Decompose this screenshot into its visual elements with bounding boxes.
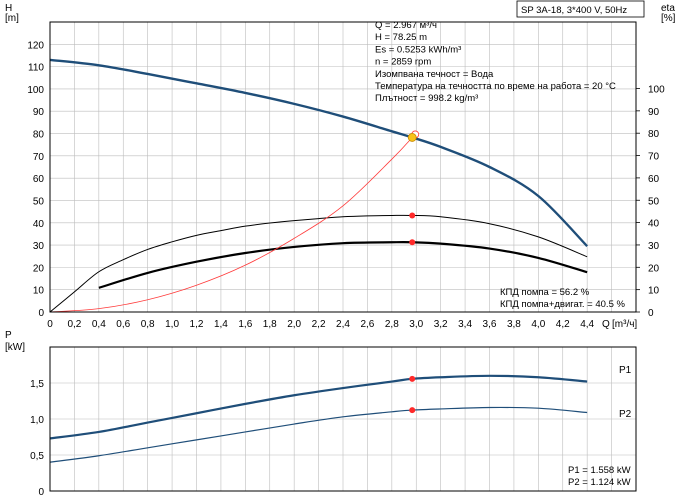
x-tick-label: 1,6: [238, 319, 252, 330]
p-tick-label: 0: [38, 487, 44, 498]
y-tick-label: 20: [33, 263, 45, 274]
power-line: P1 = 1.558 kW: [568, 465, 631, 476]
x-tick-label: 3,0: [409, 319, 423, 330]
y2-tick-label: 10: [648, 286, 660, 297]
y-tick-label: 120: [27, 40, 44, 51]
info-line: H = 78.25 m: [375, 32, 427, 43]
x-axis-label: Q: [602, 319, 610, 330]
y2-tick-label: 30: [648, 241, 660, 252]
y-tick-label: 60: [33, 174, 45, 185]
bottom-plot-frame: [49, 346, 637, 492]
p-tick-label: 1,5: [30, 379, 44, 390]
y2-tick-label: 40: [648, 219, 660, 230]
bottom-y-axis-label: P: [5, 330, 12, 341]
x-tick-label: 2,6: [360, 319, 374, 330]
top-grid: 0 0,2 0,4 0,6 0,8 1,0 1,2 1,4 1,6 1,8 2,0 2,2 2,4 2,6…: [27, 22, 665, 330]
x-tick-label: 1,4: [214, 319, 228, 330]
series-label: P2: [619, 409, 632, 420]
y-tick-label: 40: [33, 219, 45, 230]
p-tick-label: 0,5: [30, 451, 44, 462]
series-label: P1: [619, 365, 632, 376]
duty-point-H: [407, 133, 417, 142]
series-eta_pump-line: [49, 214, 588, 313]
x-tick-label: 0: [47, 319, 53, 330]
subtitle-box: [516, 0, 645, 18]
x-tick-label: 2,0: [287, 319, 301, 330]
x-tick-label: 4,4: [580, 319, 594, 330]
y-tick-label: 80: [33, 130, 45, 141]
x-axis-unit: [m³/ч]: [612, 319, 637, 330]
x-tick-label: 2,8: [385, 319, 399, 330]
info-line: Изомпвана течност = Вода: [375, 69, 494, 80]
y2-tick-label: 0: [648, 308, 654, 319]
x-tick-label: 3,8: [507, 319, 521, 330]
y-tick-label: 10: [33, 286, 45, 297]
y2-tick-label: 80: [648, 129, 660, 140]
top-plot-frame: [49, 21, 637, 313]
y2-axis-unit: [%]: [661, 13, 676, 24]
bottom-y-axis-unit: [kW]: [5, 342, 25, 353]
info-line: Q = 2.967 м³/ч: [375, 20, 437, 31]
y-tick-label: 90: [33, 107, 45, 118]
x-tick-label: 4,0: [531, 319, 545, 330]
efficiency-line: КПД помпа+двигат. = 40.5 %: [500, 299, 625, 310]
y2-tick-label: 60: [648, 174, 660, 185]
x-tick-label: 3,4: [458, 319, 472, 330]
x-tick-label: 0,4: [92, 319, 106, 330]
info-line: Температура на течността по време на раб…: [375, 81, 616, 92]
duty-point-eta-total: [409, 239, 416, 246]
y-tick-label: 70: [33, 152, 45, 163]
y-axis-unit: [m]: [5, 13, 19, 24]
duty-point-eta-pump: [409, 212, 416, 219]
series-P2-line: [49, 406, 588, 463]
series-eta_total-line: [98, 241, 588, 289]
power-line: P2 = 1.124 kW: [568, 477, 631, 488]
chart-subtitle: SP 3A-18, 3*400 V, 50Hz: [521, 5, 627, 16]
p-tick-label: 1,0: [30, 415, 44, 426]
series-H-line: [49, 58, 589, 248]
x-tick-label: 1,2: [190, 319, 204, 330]
duty-points: [407, 130, 420, 414]
x-tick-label: 0,8: [141, 319, 155, 330]
y2-tick-label: 100: [648, 85, 665, 96]
curves: P1 P2: [49, 58, 632, 463]
info-line: Плътност = 998.2 kg/m³: [375, 93, 478, 104]
y-tick-label: 50: [33, 196, 45, 207]
x-tick-label: 1,8: [263, 319, 277, 330]
y-tick-label: 110: [28, 63, 44, 74]
y2-tick-label: 70: [648, 152, 660, 163]
y2-tick-label: 20: [648, 263, 660, 274]
info-line: n = 2859 rpm: [375, 57, 431, 68]
duty-point-P1: [409, 375, 416, 382]
y-axis-label: H: [5, 3, 12, 14]
duty-point-P2: [409, 407, 416, 414]
series-system-line: [49, 132, 417, 313]
y-tick-label: 30: [33, 241, 45, 252]
x-tick-label: 2,4: [336, 319, 350, 330]
x-tick-label: 3,2: [434, 319, 448, 330]
x-tick-label: 1,0: [165, 319, 179, 330]
x-tick-label: 2,2: [312, 319, 326, 330]
x-tick-label: 0,6: [116, 319, 130, 330]
efficiency-line: КПД помпа = 56.2 %: [500, 287, 590, 298]
y2-axis-label: eta: [661, 3, 675, 14]
y2-tick-label: 90: [648, 107, 660, 118]
y-tick-label: 100: [27, 85, 44, 96]
y-tick-label: 0: [38, 308, 44, 319]
y2-tick-label: 50: [648, 196, 660, 207]
x-tick-label: 4,2: [556, 319, 570, 330]
x-tick-label: 3,6: [483, 319, 497, 330]
info-line: Es = 0.5253 kWh/m³: [375, 44, 461, 55]
series-P1-line: [49, 374, 588, 440]
bottom-grid: 0 0,5 1,0 1,5: [30, 347, 637, 498]
info-text: Q = 2.967 м³/чH = 78.25 mEs = 0.5253 kWh…: [375, 20, 631, 488]
x-tick-label: 0,2: [67, 319, 81, 330]
